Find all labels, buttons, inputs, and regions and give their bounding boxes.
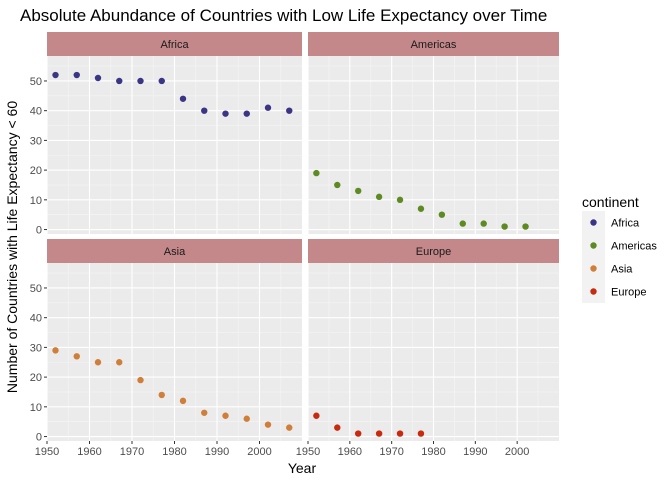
x-tick-label: 1960: [338, 446, 362, 458]
data-point-americas: [355, 187, 362, 195]
strip-asia: [47, 239, 302, 263]
facet-panels: Africa 0 10 20 30 40 50 Americas Asia 0 10 20 30 40 50…: [30, 32, 559, 458]
legend-key-americas: [590, 242, 597, 249]
legend-label-americas: Americas: [611, 241, 657, 253]
data-point-americas: [501, 223, 508, 230]
x-tick-label: 1990: [463, 446, 487, 458]
legend-label-africa: Africa: [611, 218, 640, 230]
panel-americas: Americas: [307, 32, 559, 234]
strip-label-asia: Asia: [164, 246, 186, 258]
y-tick-label: 40: [30, 313, 42, 325]
strip-label-africa: Africa: [160, 39, 189, 51]
data-point-americas: [396, 196, 404, 204]
x-tick-label: 1980: [162, 446, 186, 458]
data-point-africa: [52, 71, 59, 79]
data-point-europe: [417, 430, 425, 437]
data-point-africa: [179, 95, 187, 102]
data-point-asia: [94, 359, 102, 366]
legend-label-europe: Europe: [611, 287, 646, 299]
x-tick-label: 1970: [379, 446, 403, 458]
data-point-asia: [201, 409, 208, 416]
y-tick-label: 10: [30, 402, 42, 414]
data-point-africa: [264, 104, 272, 111]
panel-asia: Asia 0 10 20 30 40 50 1950 1960 1970 1980 1990 2000: [30, 239, 302, 458]
data-point-africa: [73, 71, 80, 79]
data-point-europe: [313, 412, 320, 419]
data-point-africa: [243, 110, 250, 117]
x-tick-label: 2000: [505, 446, 529, 458]
strip-label-europe: Europe: [416, 246, 451, 258]
x-axis-title: Year: [288, 460, 317, 476]
y-tick-label: 0: [36, 432, 42, 444]
x-tick-label: 1960: [77, 446, 101, 458]
legend-key-asia: [590, 265, 597, 272]
data-point-africa: [94, 74, 102, 82]
data-point-asia: [179, 397, 187, 405]
data-point-americas: [334, 181, 341, 189]
data-point-europe: [396, 430, 404, 437]
data-point-americas: [417, 205, 425, 212]
y-tick-label: 20: [30, 165, 42, 177]
data-point-africa: [201, 107, 208, 114]
data-point-asia: [52, 347, 59, 354]
x-tick-label: 1980: [421, 446, 445, 458]
x-tick-label: 1970: [120, 446, 144, 458]
x-tick-label: 1950: [35, 446, 59, 458]
x-tick-label: 2000: [247, 446, 271, 458]
data-point-africa: [222, 110, 229, 117]
chart-title: Absolute Abundance of Countries with Low…: [20, 6, 547, 25]
data-point-asia: [158, 391, 165, 399]
y-tick-label: 30: [30, 135, 42, 147]
data-point-americas: [522, 223, 529, 230]
data-point-africa: [137, 77, 144, 85]
x-tick-label: 1990: [205, 446, 229, 458]
legend-key-africa: [590, 219, 597, 226]
strip-africa: [47, 32, 302, 56]
strip-label-americas: Americas: [411, 39, 457, 51]
strip-europe: [308, 239, 559, 263]
panel-africa: Africa 0 10 20 30 40 50: [30, 32, 302, 237]
data-point-asia: [116, 359, 123, 366]
y-tick-label: 20: [30, 372, 42, 384]
y-tick-label: 10: [30, 195, 42, 207]
data-point-americas: [313, 169, 320, 177]
data-point-asia: [243, 415, 250, 422]
data-point-americas: [480, 220, 487, 227]
data-point-americas: [438, 211, 446, 218]
panel-europe: Europe 1950 1960 1970 1980 1990 2000: [296, 239, 559, 458]
legend-title: continent: [582, 194, 639, 210]
data-point-americas: [459, 220, 466, 227]
data-point-asia: [222, 412, 229, 419]
y-tick-label: 50: [30, 76, 42, 88]
data-point-americas: [375, 193, 383, 201]
x-tick-label: 1950: [296, 446, 320, 458]
data-point-europe: [375, 430, 383, 437]
strip-americas: [308, 32, 559, 56]
y-tick-label: 50: [30, 283, 42, 295]
data-point-africa: [286, 107, 293, 114]
data-point-africa: [158, 77, 165, 85]
y-tick-label: 0: [36, 225, 42, 237]
legend-label-asia: Asia: [611, 264, 633, 276]
data-point-asia: [264, 421, 272, 428]
data-point-asia: [137, 376, 144, 384]
data-point-asia: [73, 353, 80, 360]
data-point-africa: [116, 77, 123, 85]
data-point-europe: [334, 424, 341, 431]
y-tick-label: 40: [30, 106, 42, 118]
legend: continent Africa Americas Asia Europe: [582, 194, 657, 303]
y-tick-label: 30: [30, 342, 42, 354]
data-point-asia: [286, 424, 293, 431]
y-axis-title: Number of Countries with Life Expectancy…: [4, 101, 20, 393]
data-point-europe: [355, 430, 362, 437]
legend-key-europe: [590, 288, 597, 295]
